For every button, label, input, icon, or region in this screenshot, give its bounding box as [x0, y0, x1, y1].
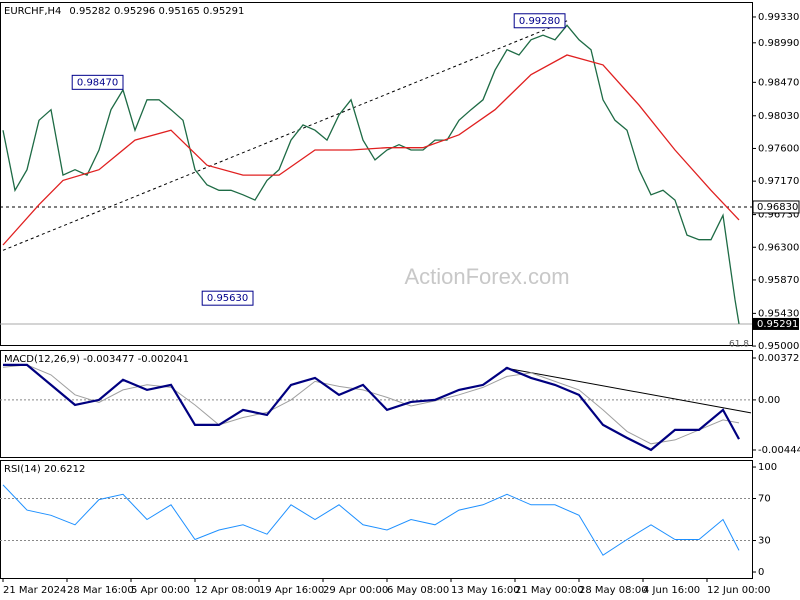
x-tick-label: 13 May 16:00 — [451, 585, 520, 596]
price-callout-label: 0.99280 — [519, 16, 560, 27]
x-tick-label: 29 Apr 00:00 — [323, 585, 388, 596]
y-tick-label: 70 — [758, 494, 771, 505]
y-tick-label: 0.98990 — [758, 38, 799, 49]
y-tick-label: 0.96300 — [758, 242, 799, 253]
panel-title: MACD(12,26,9) -0.003477 -0.002041 — [4, 354, 189, 365]
y-tick-label: 0.95870 — [758, 275, 799, 286]
panel-ohlc: 0.95282 0.95296 0.95165 0.95291 — [69, 6, 244, 17]
x-tick-label: 19 Apr 16:00 — [259, 585, 324, 596]
price-tag — [752, 200, 800, 214]
price-callout-label: 0.95630 — [207, 293, 248, 304]
y-tick-label: 0.95430 — [758, 308, 799, 319]
y-tick-label: 0.99330 — [758, 12, 799, 23]
y-tick-label: 100 — [758, 462, 777, 473]
x-tick-label: 6 May 08:00 — [387, 585, 449, 596]
y-tick-label: -0.004447 — [758, 445, 800, 456]
watermark: ActionForex.com — [404, 264, 569, 289]
y-tick-label: 30 — [758, 536, 771, 547]
y-tick-label: 0.97170 — [758, 176, 799, 187]
y-tick-label: 0.97600 — [758, 143, 799, 154]
y-tick-label: 0.96730 — [758, 210, 799, 221]
x-tick-label: 5 Apr 00:00 — [131, 585, 190, 596]
price-callout — [513, 13, 566, 29]
fib-label: 61.8 — [729, 339, 749, 349]
series-line — [2, 24, 740, 325]
series-line — [2, 54, 740, 246]
price-callout-label: 0.98470 — [77, 77, 118, 88]
y-tick-label: 0.00372 — [758, 353, 799, 364]
panel-title: EURCHF,H4 — [4, 6, 61, 17]
y-tick-label: 0.95000 — [758, 341, 799, 352]
x-tick-label: 12 Apr 08:00 — [195, 585, 260, 596]
y-tick-label: 0.98470 — [758, 77, 799, 88]
price-callout — [201, 290, 254, 306]
y-tick-label: 0.98030 — [758, 111, 799, 122]
y-tick-label: 0.00 — [758, 395, 780, 406]
series-line — [2, 484, 740, 556]
panel-border — [0, 350, 753, 458]
x-tick-label: 28 May 08:00 — [579, 585, 648, 596]
series-line — [2, 364, 740, 445]
panel-border — [0, 460, 753, 579]
x-tick-label: 21 May 00:00 — [515, 585, 584, 596]
trend-line — [504, 367, 752, 414]
x-tick-label: 12 Jun 00:00 — [707, 585, 771, 596]
price-tag-label: 0.96830 — [757, 202, 798, 213]
x-tick-label: 4 Jun 16:00 — [643, 585, 700, 596]
x-tick-label: 28 Mar 16:00 — [67, 585, 134, 596]
last-price-tag — [753, 317, 799, 330]
last-price-label: 0.95291 — [757, 319, 798, 330]
panel-border — [0, 2, 753, 346]
x-tick-label: 21 Mar 2024 — [3, 585, 66, 596]
price-callout — [71, 74, 124, 90]
panel-title: RSI(14) 20.6212 — [4, 464, 85, 475]
y-tick-label: 0 — [758, 567, 764, 578]
series-line — [3, 363, 740, 452]
